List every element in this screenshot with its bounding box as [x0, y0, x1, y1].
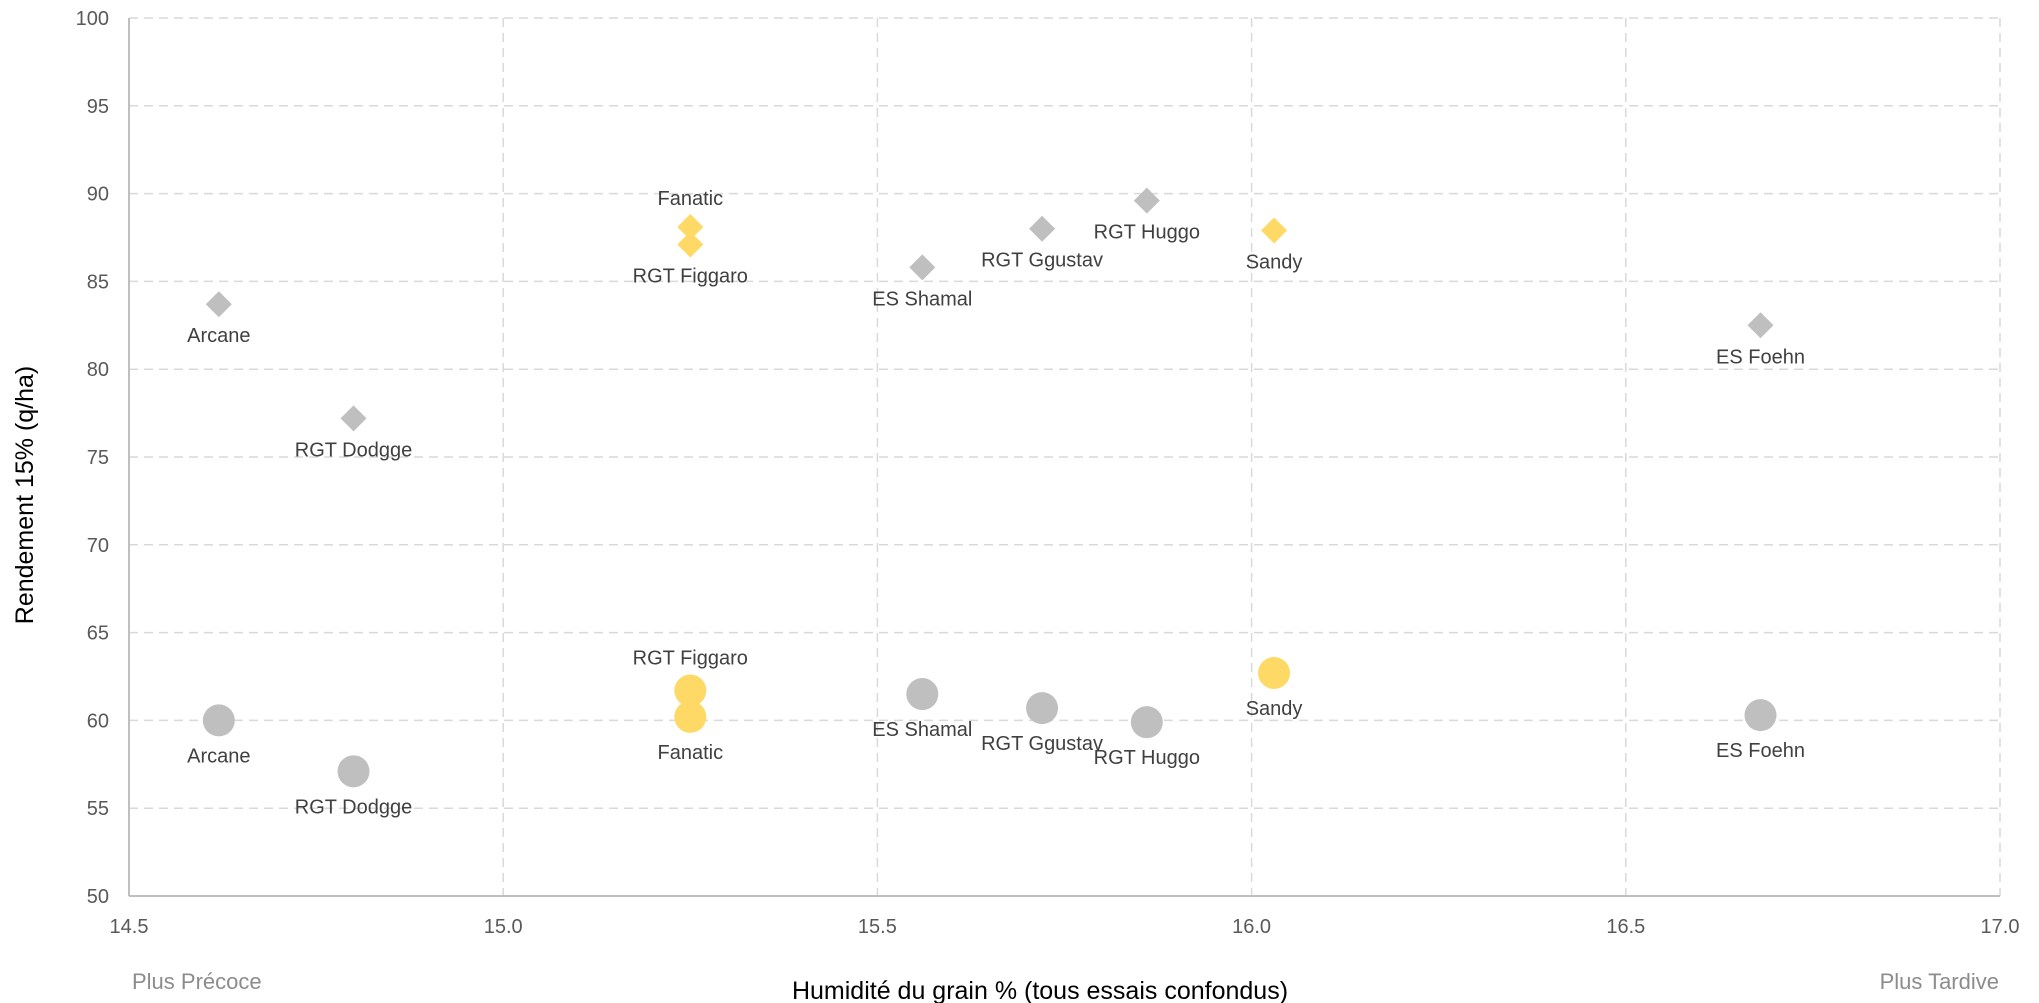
circle-point	[1744, 699, 1777, 732]
x-tick-label: 14.5	[110, 916, 149, 938]
point-label: RGT Huggo	[1094, 222, 1200, 244]
y-tick-label: 65	[87, 623, 109, 645]
diamond-point	[1029, 215, 1056, 242]
circle-point	[674, 674, 707, 707]
y-tick-label: 50	[87, 886, 109, 908]
point-label: RGT Ggustav	[981, 250, 1103, 272]
x-tick-label: 15.5	[858, 916, 897, 938]
y-tick-label: 80	[87, 359, 109, 381]
point-label: RGT Ggustav	[981, 733, 1103, 755]
circle-point	[1130, 706, 1163, 739]
x-axis-title: Humidité du grain % (tous essais confond…	[792, 977, 1288, 1003]
point-label: ES Shamal	[872, 719, 972, 741]
grid	[129, 17, 2001, 896]
y-tick-label: 55	[87, 798, 109, 820]
circle-point	[337, 755, 370, 788]
axes	[128, 18, 2000, 897]
x-tick-label: 16.0	[1232, 916, 1271, 938]
diamond-point	[677, 213, 704, 240]
point-label: Fanatic	[658, 742, 724, 764]
y-tick-labels: 50 55 60 65 70 75 80 85 90 95 100	[76, 8, 109, 908]
diamond-point	[909, 254, 936, 281]
point-label: Arcane	[187, 745, 250, 767]
x-tick-label: 15.0	[484, 916, 523, 938]
point-label: RGT Dodgge	[295, 796, 412, 818]
circle-point	[202, 704, 235, 737]
y-tick-label: 60	[87, 710, 109, 732]
point-label: RGT Huggo	[1094, 747, 1200, 769]
y-axis-title: Rendement 15% (q/ha)	[11, 366, 39, 624]
diamond-point	[1133, 187, 1160, 214]
y-tick-label: 90	[87, 184, 109, 206]
corner-label-right: Plus Tardive	[1880, 969, 1999, 994]
point-label: ES Shamal	[872, 288, 972, 310]
diamond-point	[340, 405, 367, 432]
circle-point	[906, 678, 939, 711]
x-tick-labels: 14.5 15.0 15.5 16.0 16.5 17.0	[110, 916, 2020, 938]
point-label: RGT Dodgge	[295, 439, 412, 461]
x-tick-label: 16.5	[1606, 916, 1645, 938]
circle-point	[1258, 656, 1291, 689]
diamond-point	[1747, 312, 1774, 339]
y-tick-label: 95	[87, 96, 109, 118]
data-points	[202, 187, 1777, 788]
x-tick-label: 17.0	[1981, 916, 2020, 938]
data-labels: Arcane RGT Dodgge Fanatic RGT Figgaro ES Sha…	[187, 188, 1805, 818]
diamond-point	[205, 291, 232, 318]
point-label: RGT Figgaro	[633, 648, 748, 670]
y-tick-label: 85	[87, 271, 109, 293]
point-label: Sandy	[1246, 251, 1303, 273]
y-tick-label: 75	[87, 447, 109, 469]
circle-point	[1026, 692, 1059, 725]
point-label: Fanatic	[658, 188, 724, 210]
circle-point	[674, 700, 707, 733]
y-tick-label: 100	[76, 8, 109, 30]
point-label: Sandy	[1246, 698, 1303, 720]
y-tick-label: 70	[87, 535, 109, 557]
point-label: RGT Figgaro	[633, 266, 748, 288]
point-label: Arcane	[187, 325, 250, 347]
diamond-point	[677, 231, 704, 258]
point-label: ES Foehn	[1716, 346, 1805, 368]
corner-label-left: Plus Précoce	[132, 969, 262, 994]
diamond-point	[1261, 217, 1288, 244]
point-label: ES Foehn	[1716, 740, 1805, 762]
